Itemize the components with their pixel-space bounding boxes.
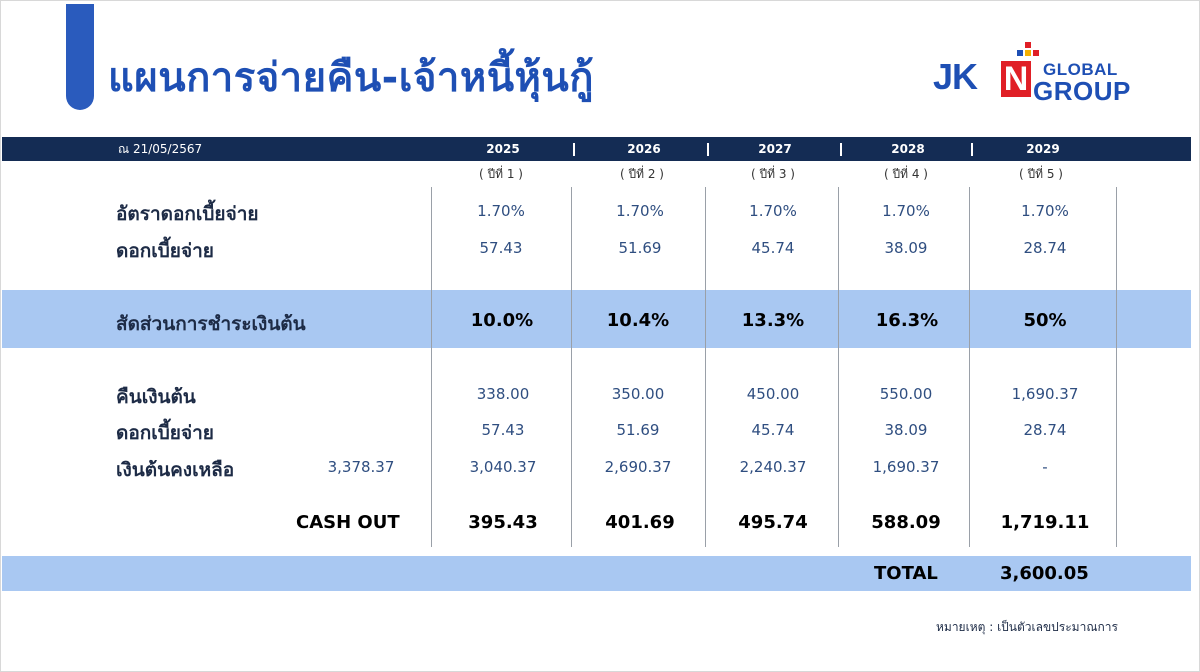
logo-pixel <box>1025 50 1031 56</box>
logo-pixel <box>1017 50 1023 56</box>
logo-pixel <box>1025 42 1031 48</box>
interest-value: 57.43 <box>479 239 523 257</box>
interest-value: 51.69 <box>616 421 660 439</box>
repayment-ratio-band <box>2 290 1191 348</box>
row-label-interest-rate: อัตราดอกเบี้ยจ่าย <box>116 203 259 225</box>
year-number: ( ปีที่ 5 ) <box>1019 167 1063 181</box>
interest-rate-value: 1.70% <box>749 202 797 220</box>
cash-out-label: CASH OUT <box>296 512 400 533</box>
remaining-principal-value: 1,690.37 <box>872 458 940 476</box>
company-logo: JK N GLOBAL GROUP <box>933 42 1143 106</box>
principal-repaid-value: 338.00 <box>476 385 530 403</box>
total-band <box>2 556 1191 591</box>
year-header: 2028 <box>891 142 925 156</box>
year-header: 2029 <box>1026 142 1060 156</box>
cash-out-value: 395.43 <box>468 512 538 533</box>
interest-rate-value: 1.70% <box>477 202 525 220</box>
repayment-ratio-value: 16.3% <box>875 310 939 331</box>
principal-repaid-value: 550.00 <box>879 385 933 403</box>
year-header: 2027 <box>758 142 792 156</box>
interest-value: 38.09 <box>884 421 928 439</box>
logo-pixel <box>1033 50 1039 56</box>
logo-n-box: N <box>1001 61 1031 97</box>
page-title: แผนการจ่ายคืน-เจ้าหนี้หุ้นกู้ <box>108 55 594 101</box>
repayment-ratio-value: 10.4% <box>606 310 670 331</box>
interest-value: 57.43 <box>481 421 525 439</box>
interest-rate-value: 1.70% <box>882 202 930 220</box>
principal-repaid-value: 450.00 <box>746 385 800 403</box>
total-label: TOTAL <box>874 563 938 584</box>
column-divider <box>705 187 706 547</box>
repayment-ratio-value: 10.0% <box>470 310 534 331</box>
column-divider <box>431 187 432 547</box>
year-header: 2025 <box>486 142 520 156</box>
column-divider <box>969 187 970 547</box>
principal-repaid-value: 350.00 <box>611 385 665 403</box>
column-divider <box>1116 187 1117 547</box>
as-of-date: ณ 21/05/2567 <box>118 142 203 156</box>
logo-global-text: GLOBAL <box>1043 60 1118 79</box>
principal-repaid-value: 1,690.37 <box>1011 385 1079 403</box>
year-number: ( ปีที่ 2 ) <box>620 167 664 181</box>
interest-value: 45.74 <box>751 421 795 439</box>
repayment-ratio-value: 50% <box>1023 310 1067 331</box>
repayment-ratio-value: 13.3% <box>741 310 805 331</box>
table-header-band: ณ 21/05/2567 2025 2026 2027 2028 2029 <box>2 137 1191 161</box>
row-label-interest: ดอกเบี้ยจ่าย <box>116 240 214 262</box>
header-separator <box>707 143 709 156</box>
interest-rate-value: 1.70% <box>616 202 664 220</box>
remaining-principal-value: 2,690.37 <box>604 458 672 476</box>
cash-out-value: 495.74 <box>738 512 808 533</box>
column-divider <box>838 187 839 547</box>
total-value: 3,600.05 <box>1000 563 1089 584</box>
header-separator <box>840 143 842 156</box>
interest-rate-value: 1.70% <box>1021 202 1069 220</box>
remaining-principal-value: 2,240.37 <box>739 458 807 476</box>
footnote: หมายเหตุ : เป็นตัวเลขประมาณการ <box>936 620 1118 634</box>
remaining-principal-value: - <box>1042 458 1048 476</box>
remaining-principal-value: 3,040.37 <box>469 458 537 476</box>
title-accent-bar <box>66 4 94 110</box>
logo-group-text: GROUP <box>1033 76 1131 106</box>
header-separator <box>971 143 973 156</box>
cash-out-value: 401.69 <box>605 512 675 533</box>
interest-value: 51.69 <box>618 239 662 257</box>
year-header: 2026 <box>627 142 661 156</box>
column-divider <box>571 187 572 547</box>
year-number: ( ปีที่ 1 ) <box>479 167 523 181</box>
year-number: ( ปีที่ 3 ) <box>751 167 795 181</box>
logo-jk-text: JK <box>933 56 978 97</box>
year-number: ( ปีที่ 4 ) <box>884 167 928 181</box>
remaining-principal-initial: 3,378.37 <box>327 458 395 476</box>
cash-out-value: 1,719.11 <box>1000 512 1090 533</box>
row-label-repayment-ratio: สัดส่วนการชำระเงินต้น <box>116 313 306 335</box>
interest-value: 28.74 <box>1023 421 1067 439</box>
interest-value: 28.74 <box>1023 239 1067 257</box>
row-label-remaining-principal: เงินต้นคงเหลือ <box>116 459 235 481</box>
cash-out-value: 588.09 <box>871 512 941 533</box>
row-label-interest-2: ดอกเบี้ยจ่าย <box>116 422 214 444</box>
interest-value: 45.74 <box>751 239 795 257</box>
header-separator <box>573 143 575 156</box>
interest-value: 38.09 <box>884 239 928 257</box>
row-label-principal-repaid: คืนเงินต้น <box>116 386 196 408</box>
